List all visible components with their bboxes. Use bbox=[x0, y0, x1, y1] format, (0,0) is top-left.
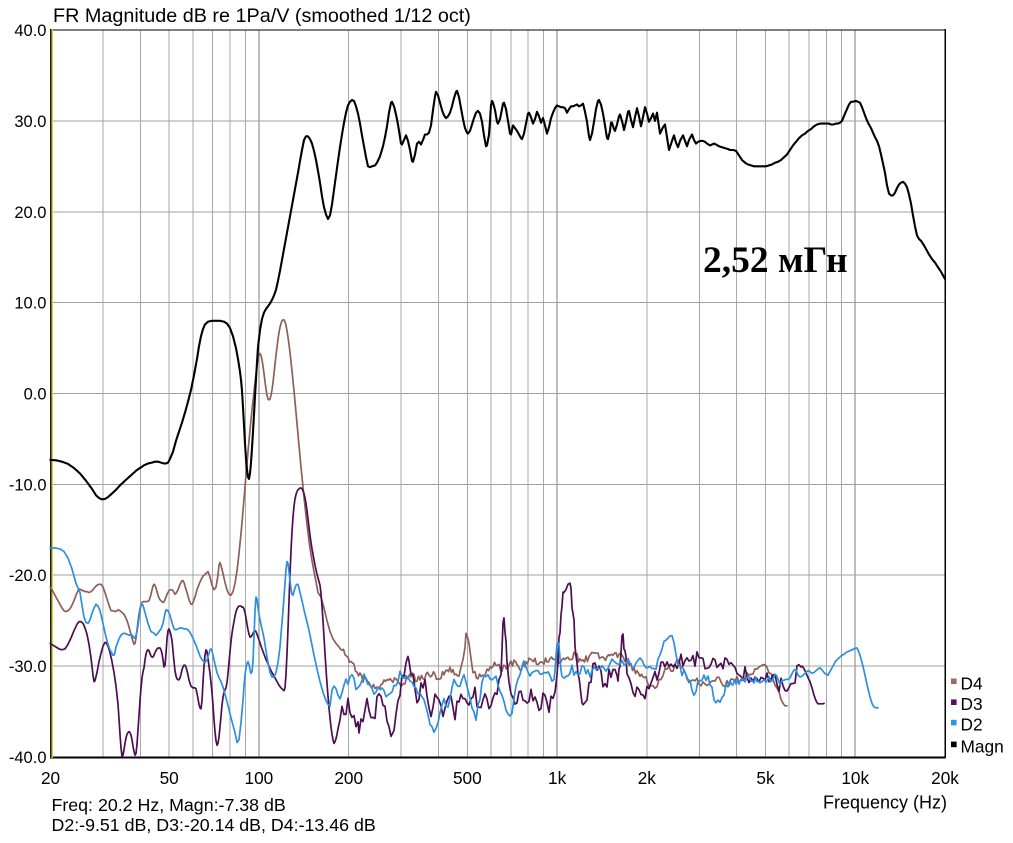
svg-text:20.0: 20.0 bbox=[14, 204, 46, 222]
svg-text:FR Magnitude dB re 1Pa/V (smoo: FR Magnitude dB re 1Pa/V (smoothed 1/12 … bbox=[53, 5, 471, 27]
svg-text:10.0: 10.0 bbox=[14, 295, 46, 313]
svg-text:-30.0: -30.0 bbox=[9, 658, 47, 676]
svg-text:2,52 мГн: 2,52 мГн bbox=[703, 240, 848, 281]
svg-text:10k: 10k bbox=[841, 768, 869, 788]
svg-text:500: 500 bbox=[453, 768, 482, 788]
svg-text:Freq: 20.2 Hz, Magn:-7.38 dB: Freq: 20.2 Hz, Magn:-7.38 dB bbox=[52, 795, 286, 815]
svg-text:-20.0: -20.0 bbox=[9, 567, 47, 585]
svg-text:D3: D3 bbox=[961, 694, 983, 714]
svg-text:D2:-9.51 dB, D3:-20.14 dB, D4:: D2:-9.51 dB, D3:-20.14 dB, D4:-13.46 dB bbox=[52, 815, 376, 835]
svg-text:100: 100 bbox=[245, 768, 274, 788]
svg-text:40.0: 40.0 bbox=[14, 22, 46, 40]
svg-text:20: 20 bbox=[41, 768, 60, 788]
svg-text:200: 200 bbox=[334, 768, 363, 788]
svg-text:-40.0: -40.0 bbox=[9, 749, 47, 767]
svg-text:Magn: Magn bbox=[961, 736, 1004, 756]
svg-text:D2: D2 bbox=[961, 715, 983, 735]
svg-text:D4: D4 bbox=[961, 673, 983, 693]
svg-text:Frequency (Hz): Frequency (Hz) bbox=[823, 793, 947, 813]
svg-text:50: 50 bbox=[160, 768, 179, 788]
svg-text:30.0: 30.0 bbox=[14, 113, 46, 131]
svg-text:20k: 20k bbox=[931, 768, 959, 788]
svg-text:0.0: 0.0 bbox=[24, 386, 47, 404]
svg-text:5k: 5k bbox=[756, 768, 775, 788]
svg-text:1k: 1k bbox=[548, 768, 567, 788]
svg-text:-10.0: -10.0 bbox=[9, 476, 47, 494]
svg-text:2k: 2k bbox=[638, 768, 657, 788]
